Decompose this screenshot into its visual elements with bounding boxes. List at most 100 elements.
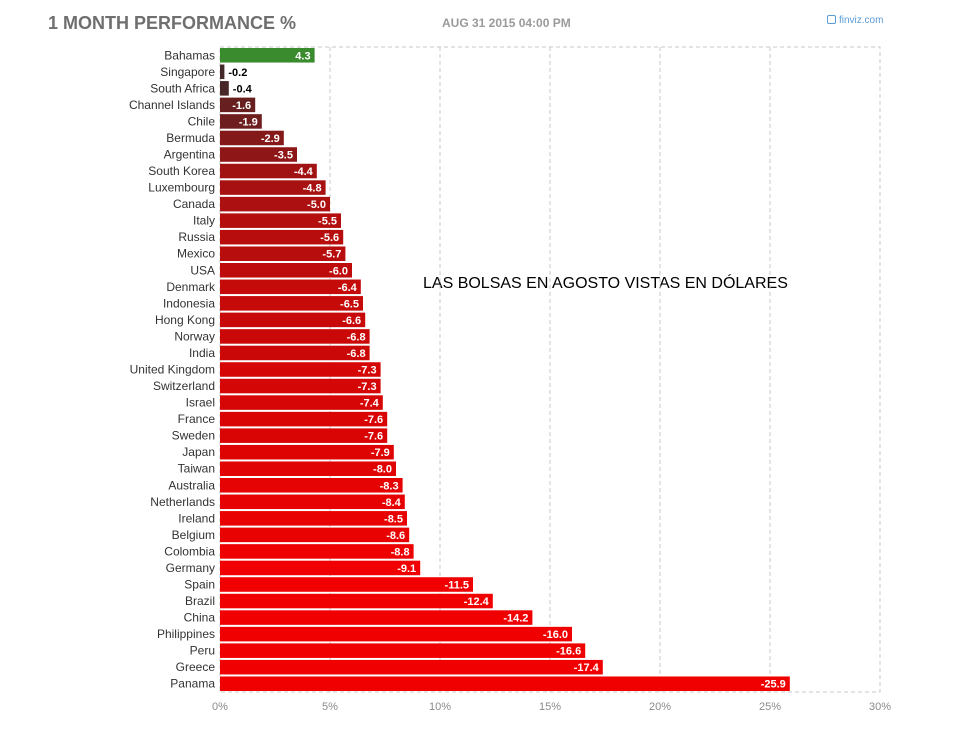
bar-value-label: -1.6 (232, 100, 251, 112)
bar-value-label: -8.6 (386, 530, 405, 542)
bar (220, 196, 330, 212)
bar-value-label: -7.9 (371, 447, 390, 459)
category-label: Taiwan (178, 462, 215, 476)
bar-value-label: -17.4 (574, 662, 600, 674)
brand-link[interactable]: finviz.com (827, 15, 883, 26)
bar-value-label: -0.2 (228, 67, 247, 79)
bar-value-label: -8.3 (380, 480, 399, 492)
category-label: Australia (168, 478, 215, 492)
bar-value-label: -6.4 (338, 282, 358, 294)
x-tick-label: 5% (322, 701, 338, 713)
bar (220, 593, 493, 609)
bar (220, 544, 414, 559)
category-label: Argentina (164, 148, 216, 162)
timestamp: AUG 31 2015 04:00 PM (442, 16, 571, 30)
bar-value-label: -1.9 (239, 116, 258, 128)
bar (220, 494, 405, 510)
x-tick-label: 15% (539, 701, 561, 713)
x-tick-label: 25% (759, 701, 781, 713)
bar-value-label: 4.3 (295, 50, 310, 62)
bar-value-label: -5.0 (307, 199, 326, 211)
x-tick-label: 30% (869, 701, 891, 713)
bar (220, 626, 572, 642)
bar-value-label: -16.6 (556, 646, 581, 658)
bar-value-label: -9.1 (397, 563, 416, 575)
bar-value-label: -7.4 (360, 398, 380, 410)
category-label: Greece (176, 660, 216, 674)
bar-value-label: -8.0 (373, 464, 392, 476)
category-label: Netherlands (150, 495, 215, 509)
bar (220, 263, 352, 278)
category-label: Spain (184, 578, 215, 592)
category-label: Peru (190, 644, 215, 658)
bar (220, 478, 403, 493)
bar-value-label: -7.6 (364, 414, 383, 426)
category-label: Israel (186, 396, 215, 410)
category-label: Bermuda (166, 131, 215, 145)
bar (220, 659, 603, 675)
bar-value-label: -6.5 (340, 298, 359, 310)
bar (220, 395, 383, 410)
bar (220, 163, 317, 179)
bar (220, 97, 256, 113)
bar (220, 279, 361, 295)
bar-value-label: -11.5 (445, 580, 469, 592)
category-label: Panama (170, 677, 215, 691)
bar-value-label: -25.9 (761, 679, 786, 691)
category-label: Italy (193, 214, 215, 228)
category-label: Japan (182, 445, 215, 459)
category-label: Singapore (160, 65, 215, 79)
bar (220, 48, 315, 63)
bar (220, 312, 366, 328)
finviz-logo-icon (827, 15, 836, 24)
brand-label: finviz.com (839, 15, 884, 26)
bar (220, 362, 381, 377)
category-label: Philippines (157, 627, 215, 641)
category-label: South Korea (148, 164, 215, 178)
bar (220, 378, 381, 394)
category-label: France (178, 412, 216, 426)
bar (220, 461, 396, 476)
bar-value-label: -8.8 (391, 546, 410, 558)
category-label: Belgium (172, 528, 215, 542)
category-label: India (189, 346, 215, 360)
bar (220, 180, 326, 195)
bar-value-label: -7.6 (364, 431, 383, 443)
bar-value-label: -4.8 (303, 183, 322, 195)
category-label: Indonesia (163, 296, 215, 310)
bar-value-label: -14.2 (503, 613, 528, 625)
bar-value-label: -6.0 (329, 265, 348, 277)
bar (220, 444, 394, 460)
category-label: Sweden (172, 429, 215, 443)
bar-value-label: -3.5 (274, 150, 293, 162)
bar (220, 246, 346, 261)
category-label: United Kingdom (130, 363, 215, 377)
bar (220, 229, 344, 245)
category-label: China (184, 611, 216, 625)
category-label: Ireland (178, 511, 215, 525)
bar-value-label: -7.3 (358, 365, 377, 377)
category-label: Brazil (185, 594, 215, 608)
bar (220, 610, 533, 625)
chart-annotation: LAS BOLSAS EN AGOSTO VISTAS EN DÓLARES (423, 275, 788, 292)
category-label: Denmark (166, 280, 216, 294)
chart-title: 1 MONTH PERFORMANCE % (48, 13, 297, 33)
x-tick-label: 0% (212, 701, 228, 713)
category-label: Chile (188, 114, 216, 128)
bar-value-label: -8.5 (384, 513, 403, 525)
bar-value-label: -4.4 (294, 166, 314, 178)
bar (220, 676, 790, 691)
category-label: Bahamas (164, 48, 215, 62)
bar-value-label: -8.4 (382, 497, 402, 509)
bar (220, 428, 388, 443)
category-label: Mexico (177, 247, 215, 261)
bar (220, 560, 421, 576)
x-tick-label: 20% (649, 701, 671, 713)
category-label: Channel Islands (129, 98, 215, 112)
bar (220, 213, 341, 228)
bar-value-label: -6.8 (347, 348, 366, 360)
bar (220, 511, 407, 526)
bar-value-label: -16.0 (543, 629, 568, 641)
bar (220, 130, 284, 146)
